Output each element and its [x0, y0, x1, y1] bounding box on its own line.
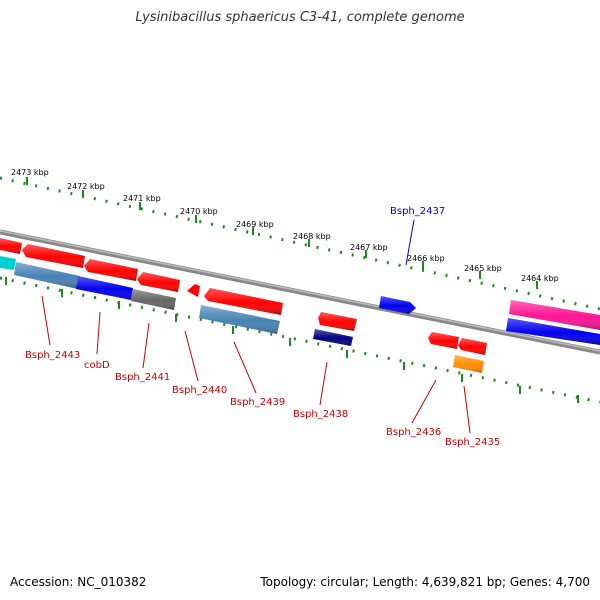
gene-label-bsph-2440[interactable]: Bsph_2440: [172, 385, 227, 396]
gene-labels: Bsph_2443 cobD Bsph_2441 Bsph_2440 Bsph_…: [25, 206, 500, 448]
feature-cyan-1[interactable]: [0, 256, 16, 270]
gene-label-bsph-2437[interactable]: Bsph_2437: [390, 206, 445, 217]
kbp-label: 2465 kbp: [464, 264, 502, 273]
leader-line: [405, 219, 415, 266]
feature-shading: [0, 238, 600, 373]
map-title: Lysinibacillus sphaericus C3-41, complet…: [135, 10, 465, 25]
topology-text: Topology: circular; Length: 4,639,821 bp…: [260, 575, 590, 589]
leader-line: [184, 330, 199, 382]
kbp-label: 2468 kbp: [293, 232, 331, 241]
inner-tick-track: [0, 276, 600, 404]
leader-line: [142, 322, 150, 369]
leader-line: [463, 385, 471, 434]
kbp-label: 2464 kbp: [521, 274, 559, 283]
gene-label-bsph-2443[interactable]: Bsph_2443: [25, 350, 80, 361]
kbp-label: 2473 kbp: [11, 168, 49, 177]
kbp-label: 2466 kbp: [407, 254, 445, 263]
accession-text: Accession: NC_010382: [10, 575, 147, 589]
major-ticks: [5, 177, 579, 403]
kbp-label: 2471 kbp: [123, 194, 161, 203]
feature-red-5[interactable]: [187, 284, 200, 297]
gene-label-bsph-2435[interactable]: Bsph_2435: [445, 437, 500, 448]
leader-line: [233, 341, 257, 394]
kbp-label: 2469 kbp: [236, 220, 274, 229]
leader-line: [319, 361, 328, 406]
gene-label-bsph-2441[interactable]: Bsph_2441: [115, 372, 170, 383]
leader-line: [41, 295, 51, 346]
gene-label-cobd[interactable]: cobD: [84, 360, 110, 371]
genome-backbone: [0, 229, 600, 355]
leader-line: [96, 311, 101, 355]
kbp-label: 2472 kbp: [67, 182, 105, 191]
kbp-label: 2470 kbp: [180, 207, 218, 216]
kbp-label: 2467 kbp: [350, 243, 388, 252]
gene-label-bsph-2439[interactable]: Bsph_2439: [230, 397, 285, 408]
gene-label-bsph-2438[interactable]: Bsph_2438: [293, 409, 348, 420]
gene-label-bsph-2436[interactable]: Bsph_2436: [386, 427, 441, 438]
label-leader-lines: [41, 219, 471, 434]
kbp-tick-labels: 2473 kbp 2472 kbp 2471 kbp 2470 kbp 2469…: [11, 168, 559, 283]
leader-line: [411, 379, 437, 424]
gene-features: [0, 238, 600, 373]
